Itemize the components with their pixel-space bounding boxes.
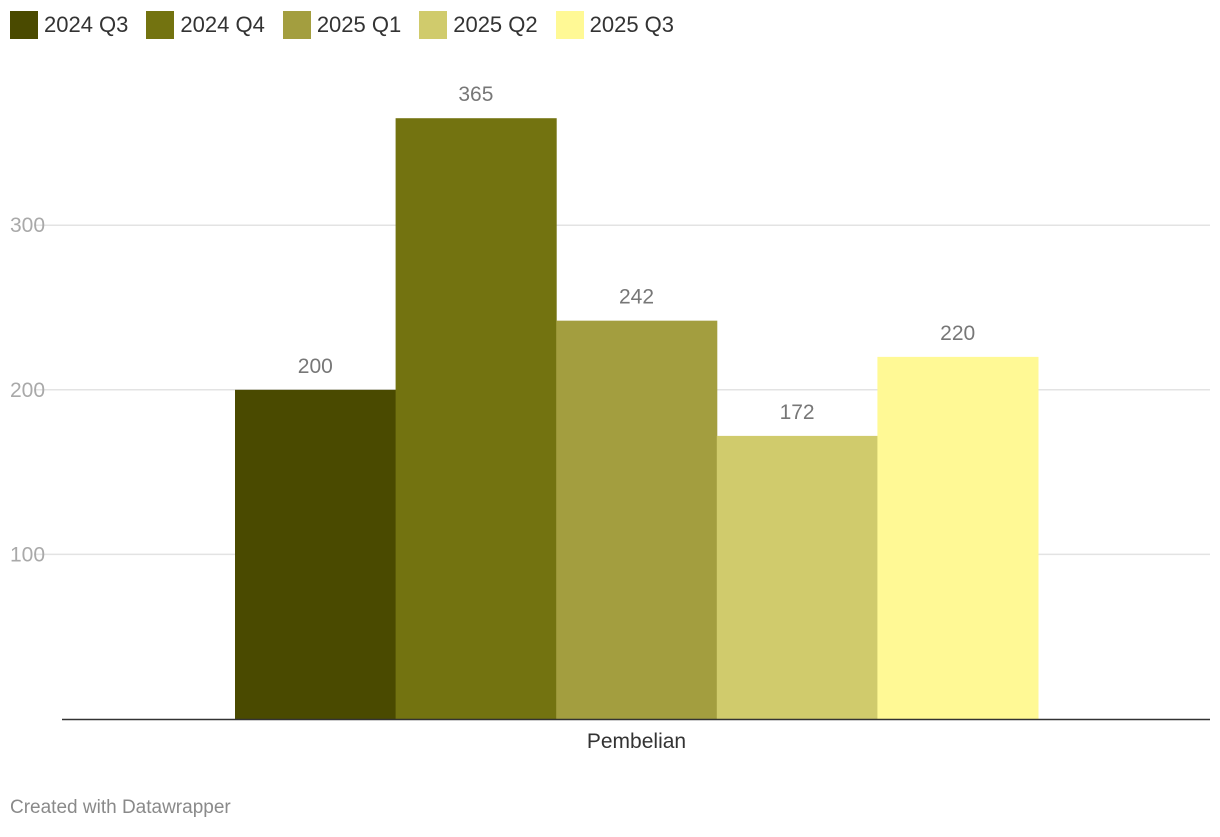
value-label: 242: [619, 286, 654, 309]
value-label: 172: [780, 401, 815, 424]
legend-label: 2024 Q4: [180, 12, 265, 37]
y-tick-label: 200: [10, 379, 45, 402]
legend-label: 2024 Q3: [44, 12, 129, 37]
legend-item: 2025 Q2: [419, 11, 538, 39]
legend-swatch: [146, 11, 175, 39]
legend-label: 2025 Q2: [453, 12, 538, 37]
bar: [235, 389, 397, 719]
legend-swatch: [419, 11, 448, 39]
bar: [877, 356, 1039, 719]
value-label: 220: [940, 322, 975, 345]
y-tick-label: 300: [10, 214, 45, 237]
credit-text: Created with Datawrapper: [10, 797, 231, 818]
category-label: Pembelian: [587, 730, 686, 753]
value-label: 365: [458, 83, 493, 106]
legend-label: 2025 Q1: [316, 12, 402, 37]
legend-item: 2024 Q4: [146, 11, 265, 39]
chart-legend: 2024 Q3 2024 Q4 2025 Q1 2025 Q2 2025 Q3: [10, 10, 692, 40]
bar: [556, 320, 718, 719]
legend-swatch: [282, 11, 311, 39]
legend-item: 2025 Q1: [282, 11, 402, 39]
y-tick-label: 100: [10, 543, 45, 566]
legend-swatch: [10, 11, 38, 39]
bar: [395, 118, 557, 719]
legend-item: 2025 Q3: [555, 11, 675, 39]
legend-swatch: [555, 11, 584, 39]
bar: [716, 435, 878, 719]
legend-item: 2024 Q3: [10, 11, 128, 39]
legend-label: 2025 Q3: [589, 12, 675, 37]
value-label: 200: [298, 355, 333, 378]
